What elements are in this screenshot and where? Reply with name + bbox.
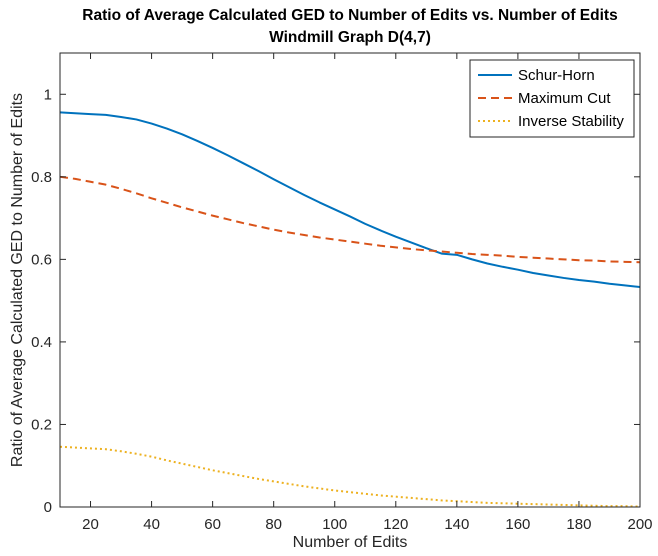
x-tick-label: 20	[82, 516, 99, 533]
x-axis-label: Number of Edits	[293, 534, 408, 551]
y-tick-label: 0.2	[31, 416, 52, 433]
x-tick-label: 60	[204, 516, 221, 533]
series-layer	[59, 111, 641, 508]
y-tick-label: 0.8	[31, 169, 52, 186]
legend: Schur-Horn Maximum Cut Inverse Stability	[469, 59, 635, 138]
x-tick-label: 80	[265, 516, 282, 533]
legend-entry-3: Inverse Stability	[518, 113, 624, 130]
chart-subtitle: Windmill Graph D(4,7)	[269, 29, 431, 46]
axes-box	[59, 52, 641, 508]
x-tick-label: 180	[566, 516, 591, 533]
x-tick-label: 40	[143, 516, 160, 533]
x-tick-label: 140	[444, 516, 469, 533]
axes-layer: 20 40 60 80 100 120 140 160 180 200 0 0.2 0.4 0.6 0.8 1	[31, 52, 653, 533]
chart-title: Ratio of Average Calculated GED to Numbe…	[82, 7, 617, 24]
x-tick-label: 160	[505, 516, 530, 533]
x-tick-label: 200	[627, 516, 652, 533]
x-tick-label: 100	[322, 516, 347, 533]
x-tick-label: 120	[383, 516, 408, 533]
legend-entry-1: Schur-Horn	[518, 67, 595, 84]
legend-entry-2: Maximum Cut	[518, 90, 611, 107]
y-tick-label: 1	[44, 86, 52, 103]
y-axis-label: Ratio of Average Calculated GED to Numbe…	[9, 93, 26, 467]
y-tick-label: 0	[44, 499, 52, 516]
y-tick-label: 0.4	[31, 334, 52, 351]
series-line-1	[59, 111, 641, 289]
y-tick-label: 0.6	[31, 251, 52, 268]
